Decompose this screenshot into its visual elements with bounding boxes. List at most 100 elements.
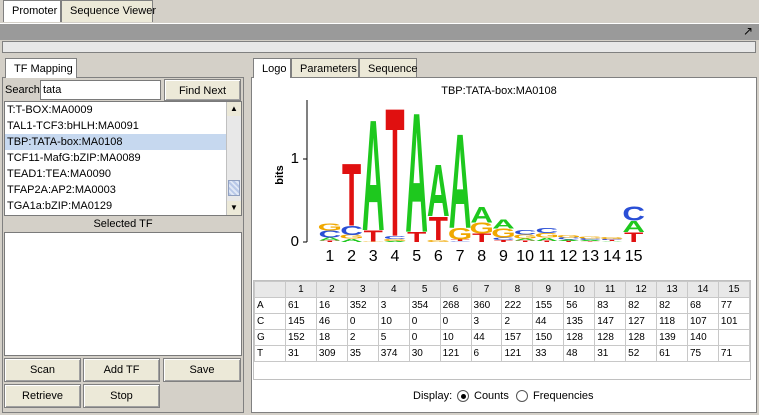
count-cell: 139 [656,329,688,346]
logo-letter-t: T [624,230,643,246]
tf-list-item[interactable]: T:T-BOX:MA0009 [7,104,93,116]
tf-list-item[interactable]: TGA1a:bZIP:MA0129 [7,200,113,212]
count-cell: 6 [470,345,503,362]
logo-position-label: 13 [581,248,599,265]
search-label: Search: [5,84,43,96]
scan-button[interactable]: Scan [4,358,81,382]
count-cell: 0 [439,313,472,330]
count-cell: 374 [377,345,410,362]
tab-promoter[interactable]: Promoter [3,0,61,22]
tf-list-item[interactable]: TCF11-MafG:bZIP:MA0089 [7,152,141,164]
maximize-icon[interactable]: ↗ [742,24,753,38]
logo-letter-t: T [320,240,340,242]
tab-logo[interactable]: Logo [253,58,291,78]
tab-tf-mapping[interactable]: TF Mapping [5,58,77,78]
table-row: G 152 18 2 5 0 10 44 157 150 128 128 128 139 140 [254,329,751,346]
count-cell: 16 [315,297,348,314]
logo-letter-a: A [449,105,472,257]
count-cell: 18 [315,329,348,346]
logo-letter-g: G [361,241,385,242]
stop-button[interactable]: Stop [83,384,160,408]
count-cell: 82 [656,297,688,314]
count-cell: 71 [717,345,751,362]
selected-tf-list[interactable] [4,232,242,356]
left-panel: TF Mapping Search: Find Next T:T-BOX:MA0… [0,56,246,415]
logo-letter-a: A [384,241,407,243]
right-panel: Logo Parameters Sequence TBP:TATA-box:MA… [249,56,759,415]
table-header-cell: 2 [315,281,348,298]
search-input[interactable] [40,80,161,100]
count-cell: 0 [346,313,379,330]
count-cell: 46 [315,313,348,330]
retrieve-button[interactable]: Retrieve [4,384,81,408]
table-header-cell: 9 [532,281,565,298]
logo-position-label: 15 [625,248,643,265]
frequencies-option-label[interactable]: Frequencies [533,390,594,402]
tf-list-item[interactable]: TFAP2A:AP2:MA0003 [7,184,116,196]
logo-letter-a: A [557,239,580,241]
logo-letter-g: G [513,234,537,240]
tf-list-item[interactable]: TBP:TATA-box:MA0108 [5,134,227,150]
frequencies-radio[interactable] [516,390,528,402]
logo-letter-c: C [601,238,624,240]
top-tab-bar: Promoter Sequence Viewer [0,0,759,23]
logo-letter-t: T [559,241,579,242]
logo-letter-a: A [492,217,515,232]
count-cell: 152 [285,329,317,346]
tab-sequence[interactable]: Sequence [359,58,418,78]
table-header-cell: 3 [346,281,379,298]
find-next-button[interactable]: Find Next [164,79,241,101]
tf-list-scrollbar[interactable]: ▲ ▼ [226,102,241,215]
count-cell: 44 [470,329,503,346]
base-cell: C [254,313,286,330]
count-cell: 2 [501,313,534,330]
table-row: A 61 16 352 3 354 268 360 222 155 56 83 82 82 68 77 [254,297,751,314]
count-cell: 155 [532,297,565,314]
tf-list-item[interactable]: TAL1-TCF3:bHLH:MA0091 [7,120,139,132]
display-label: Display: [413,390,453,402]
logo-letter-g: G [600,237,624,240]
count-cell: 128 [594,329,627,346]
y-axis-label: bits [274,165,286,185]
logo-position-label: 9 [499,248,508,265]
logo-letter-g: G [491,226,515,240]
base-cell: G [254,329,286,346]
save-button[interactable]: Save [163,358,241,382]
count-cell: 77 [717,297,751,314]
counts-option-label[interactable]: Counts [474,390,509,402]
count-cell: 128 [563,329,596,346]
table-header-row: 1 2 3 4 5 6 7 8 9 10 11 12 13 14 15 [254,281,751,298]
logo-letter-g: G [448,225,472,243]
count-cell: 61 [285,297,317,314]
count-cell: 82 [625,297,658,314]
display-bar: Display: Counts Frequencies [253,384,751,410]
count-cell: 140 [686,329,719,346]
tf-list-items: T:T-BOX:MA0009 TAL1-TCF3:bHLH:MA0091 TBP:T… [5,102,227,214]
table-header-cell: 8 [501,281,534,298]
count-cell: 52 [625,345,658,362]
counts-radio[interactable] [457,390,469,402]
counts-table-panel: 1 2 3 4 5 6 7 8 9 10 11 12 13 14 15 A 61 16 352 3 354 268 360 2… [253,280,751,380]
tab-parameters[interactable]: Parameters [291,58,359,78]
logo-letter-c: C [319,229,342,240]
table-row: T 31 309 35 374 30 121 6 121 33 48 31 52 61 75 71 [254,345,751,362]
scroll-down-icon[interactable]: ▼ [227,201,241,215]
logo-letter-a: A [514,238,537,241]
count-cell: 309 [315,345,348,362]
logo-letter-g: G [339,234,363,240]
add-tf-button[interactable]: Add TF [83,358,160,382]
tf-list-item[interactable]: TEAD1:TEA:MA0090 [7,168,111,180]
logo-letter-t: T [516,240,536,242]
scroll-thumb[interactable] [228,180,240,196]
count-cell: 44 [532,313,565,330]
logo-letter-c: C [514,229,537,236]
tab-sequence-viewer[interactable]: Sequence Viewer [61,0,156,22]
logo-letter-c: C [340,223,363,238]
scroll-up-icon[interactable]: ▲ [227,102,241,116]
logo-letter-t: T [537,241,557,243]
table-header-cell: 7 [470,281,503,298]
logo-letter-a: A [340,238,363,243]
logo-letter-t: T [494,240,514,243]
logo-letter-t: T [472,232,492,245]
logo-letter-t: T [581,241,601,242]
